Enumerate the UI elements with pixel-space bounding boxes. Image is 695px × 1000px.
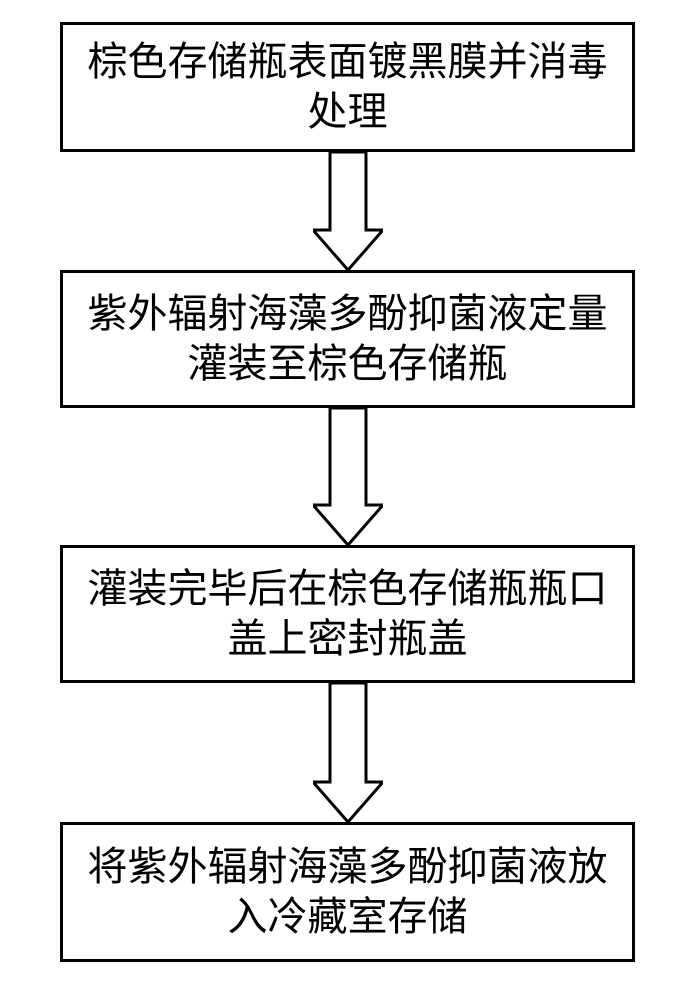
flowchart-step-2-text: 紫外辐射海藻多酚抑菌液定量灌装至棕色存储瓶	[63, 289, 632, 389]
flowchart-arrow-1	[313, 152, 383, 270]
flowchart-step-2: 紫外辐射海藻多酚抑菌液定量灌装至棕色存储瓶	[60, 270, 635, 408]
flowchart-step-3: 灌装完毕后在棕色存储瓶瓶口盖上密封瓶盖	[60, 545, 635, 683]
flowchart-step-3-text: 灌装完毕后在棕色存储瓶瓶口盖上密封瓶盖	[63, 564, 632, 664]
flowchart-container: 棕色存储瓶表面镀黑膜并消毒处理 紫外辐射海藻多酚抑菌液定量灌装至棕色存储瓶 灌装…	[0, 0, 695, 1000]
flowchart-step-1-text: 棕色存储瓶表面镀黑膜并消毒处理	[63, 37, 632, 137]
flowchart-arrow-2	[313, 408, 383, 545]
flowchart-step-4-text: 将紫外辐射海藻多酚抑菌液放入冷藏室存储	[63, 842, 632, 942]
flowchart-step-4: 将紫外辐射海藻多酚抑菌液放入冷藏室存储	[60, 822, 635, 962]
flowchart-arrow-3	[313, 683, 383, 822]
flowchart-step-1: 棕色存储瓶表面镀黑膜并消毒处理	[60, 22, 635, 152]
